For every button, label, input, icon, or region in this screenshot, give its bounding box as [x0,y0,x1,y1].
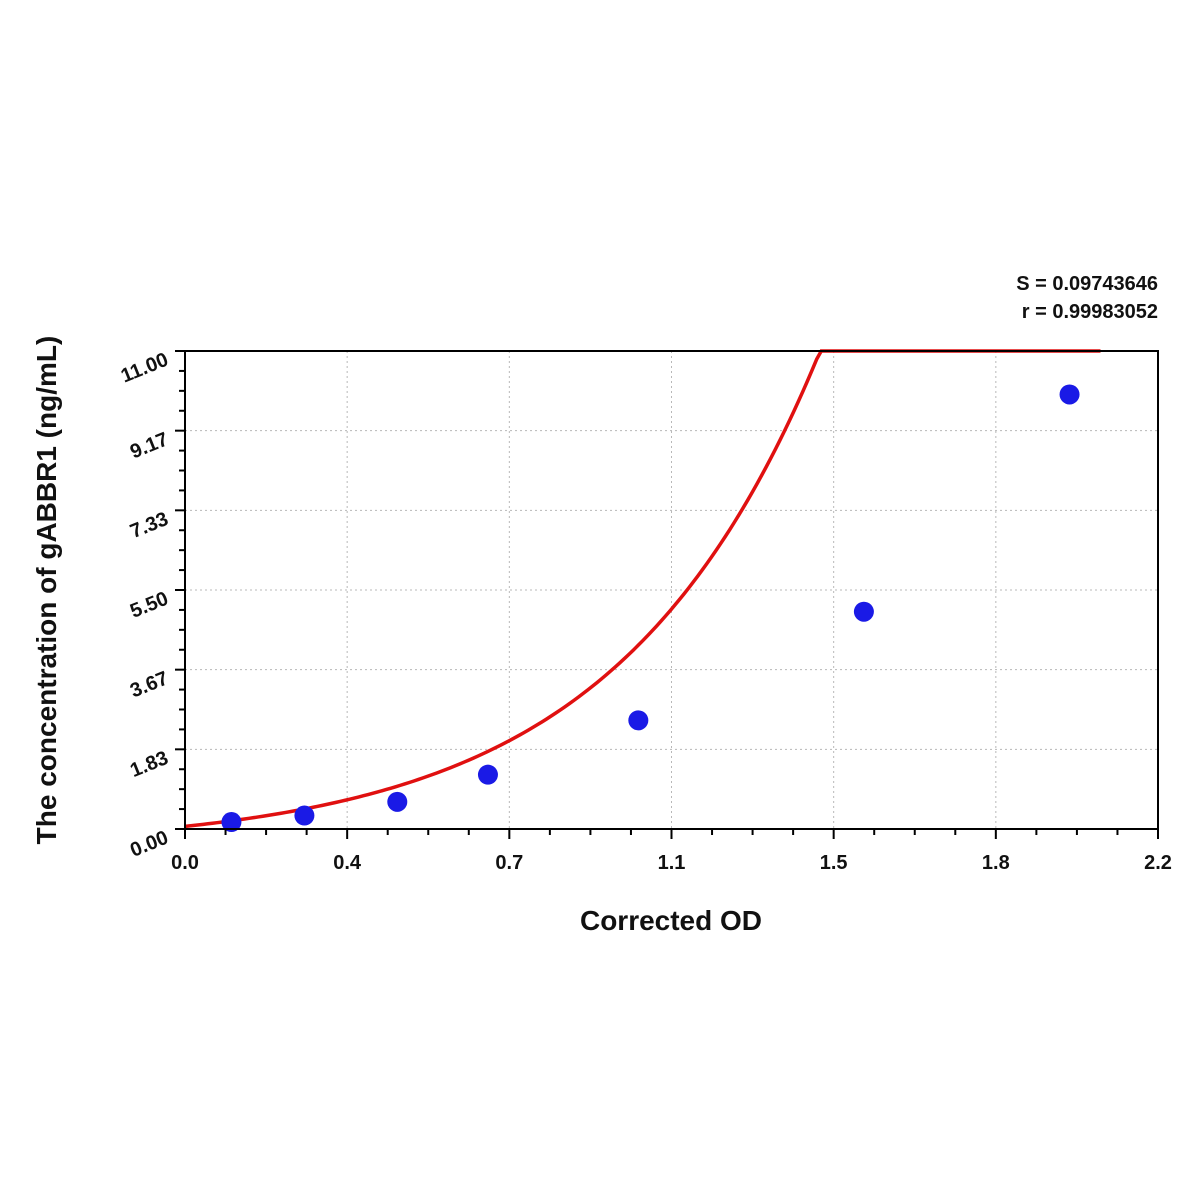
x-tick-label: 0.0 [171,852,199,874]
y-tick-label: 0.00 [127,827,171,862]
r-annotation: r = 0.99983052 [1022,301,1158,323]
x-tick-label: 2.2 [1144,852,1172,874]
y-axis-title: The concentration of gABBR1 (ng/mL) [31,336,62,845]
grid-lines [185,351,1158,829]
data-point [387,791,408,812]
data-point [477,764,498,785]
x-tick-label: 0.4 [333,852,362,874]
data-point [853,601,874,622]
x-tick-label: 0.7 [495,852,523,874]
axis-ticks [175,350,1159,839]
y-tick-labels: 0.00 1.83 3.67 5.50 7.33 9.17 11.00 [118,349,172,862]
y-tick-label: 7.33 [127,508,171,543]
y-tick-label: 3.67 [127,667,171,702]
fitted-curve [184,349,1101,829]
data-point [1059,384,1080,405]
x-tick-label: 1.1 [658,852,686,874]
data-point [628,710,649,731]
y-tick-label: 5.50 [127,588,171,623]
x-axis-title: Corrected OD [580,905,762,936]
x-tick-labels: 0.0 0.4 0.7 1.1 1.5 1.8 2.2 [171,852,1172,874]
y-tick-label: 1.83 [127,747,171,782]
s-annotation: S = 0.09743646 [1016,273,1158,295]
y-tick-label: 9.17 [127,428,171,463]
data-points [221,384,1080,833]
data-point [221,812,242,833]
x-tick-label: 1.5 [820,852,848,874]
y-tick-label: 11.00 [118,349,172,388]
fitted-curve-line [184,349,1101,829]
data-point [294,805,315,826]
x-tick-label: 1.8 [982,852,1010,874]
